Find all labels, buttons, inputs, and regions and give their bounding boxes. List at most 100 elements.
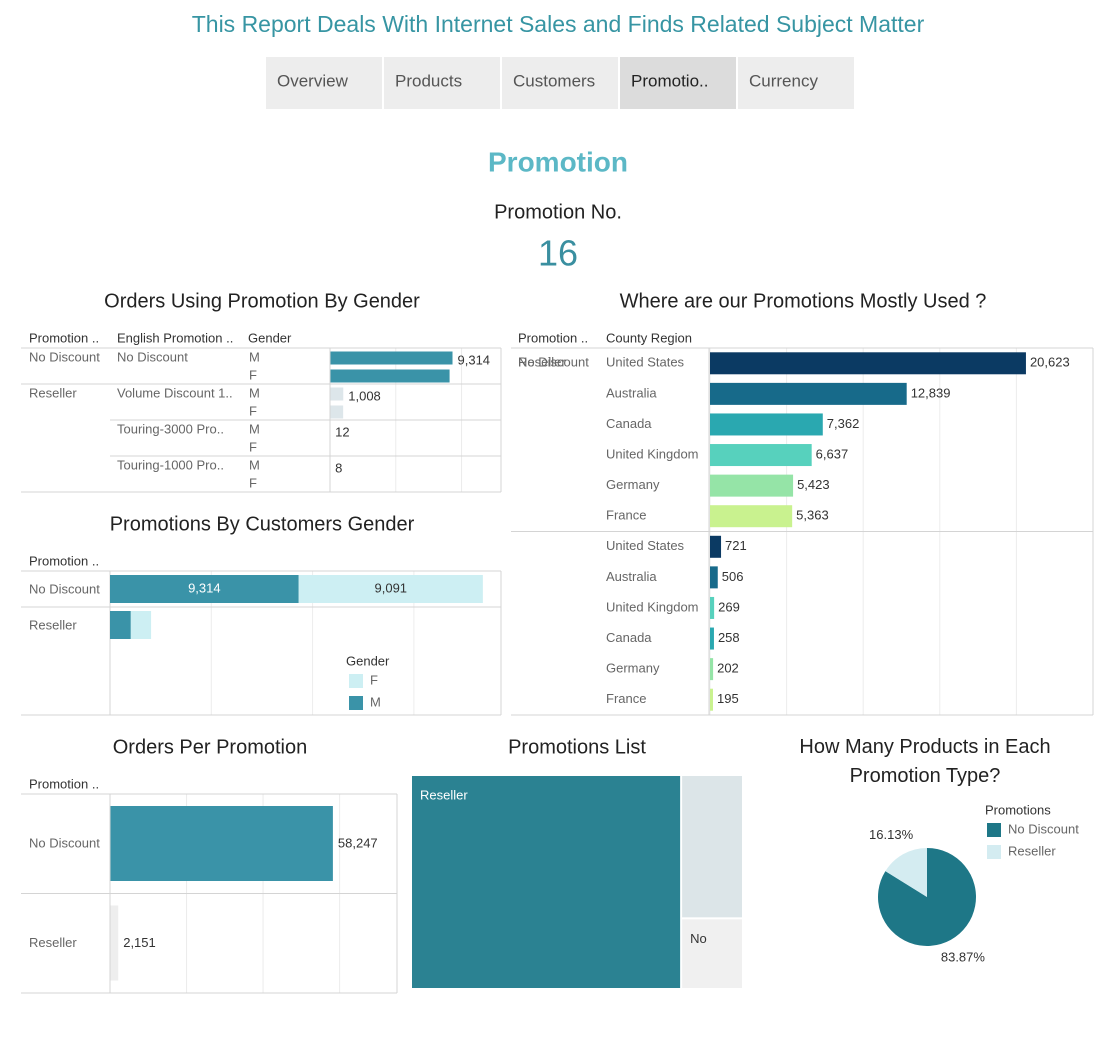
row-header: Volume Discount 1..: [117, 385, 233, 400]
value-label: 269: [718, 599, 740, 614]
row-header: Reseller: [29, 385, 77, 400]
treemap-cell: [682, 919, 742, 988]
bar: [710, 382, 907, 405]
row-header: United States: [606, 538, 685, 553]
bar: [710, 444, 812, 467]
row-header: Reseller: [518, 355, 566, 370]
bar: [710, 566, 718, 589]
column-header: County Region: [606, 330, 692, 345]
kpi-label: Promotion No.: [494, 201, 622, 223]
legend-label: F: [370, 672, 378, 687]
row-header: No Discount: [29, 349, 100, 364]
value-label: 195: [717, 691, 739, 706]
tab-label[interactable]: Currency: [749, 71, 818, 90]
gender-label: M: [249, 421, 260, 436]
value-label: 12: [335, 424, 349, 439]
tab[interactable]: [738, 57, 854, 109]
legend-swatch: [349, 674, 363, 688]
column-header: Gender: [248, 330, 292, 345]
chart-title: Promotions By Customers Gender: [110, 513, 415, 535]
gender-label: F: [249, 439, 257, 454]
chart-title: Orders Per Promotion: [113, 736, 308, 758]
row-header: United Kingdom: [606, 599, 699, 614]
value-label: 7,362: [827, 416, 860, 431]
bar: [110, 806, 333, 881]
chart-title: Where are our Promotions Mostly Used ?: [620, 290, 987, 312]
legend-title: Gender: [346, 653, 390, 668]
tab[interactable]: [384, 57, 500, 109]
bar-segment: [298, 575, 483, 603]
value-label: 20,623: [1030, 355, 1070, 370]
tab[interactable]: [266, 57, 382, 109]
bar-segment: [130, 611, 152, 639]
legend-swatch: [349, 696, 363, 710]
legend-swatch: [987, 845, 1001, 859]
row-header: Reseller: [29, 935, 77, 950]
bar: [330, 351, 453, 365]
value-label: 12,839: [911, 385, 951, 400]
value-label: 58,247: [338, 835, 378, 850]
cell-label: Reseller: [420, 787, 468, 802]
tab-label[interactable]: Products: [395, 71, 462, 90]
value-label: 1,008: [348, 388, 381, 403]
row-header: Germany: [606, 661, 660, 676]
legend-swatch: [987, 823, 1001, 837]
value-label: 5,363: [796, 508, 829, 523]
row-header: No Discount: [518, 355, 589, 370]
gender-label: F: [249, 403, 257, 418]
legend-label: M: [370, 694, 381, 709]
bar: [710, 658, 714, 681]
value-label: 9,091: [375, 580, 408, 595]
row-header: Australia: [606, 569, 657, 584]
gender-label: F: [249, 475, 257, 490]
tab[interactable]: [502, 57, 618, 109]
row-header: No Discount: [117, 349, 188, 364]
bar: [710, 596, 715, 619]
pie-slice: [885, 848, 927, 897]
chart-title: How Many Products in Each Promotion Type…: [799, 736, 1051, 787]
row-header: No Discount: [29, 581, 100, 596]
legend-title: Promotions: [985, 802, 1051, 817]
cell-label: No: [690, 931, 707, 946]
row-header: Touring-1000 Pro..: [117, 457, 224, 472]
row-header: France: [606, 508, 646, 523]
legend-label: Reseller: [1008, 843, 1056, 858]
value-label: 9,314: [458, 352, 491, 367]
bar: [330, 369, 450, 383]
tab-label[interactable]: Promotio..: [631, 71, 708, 90]
tab-label[interactable]: Customers: [513, 71, 595, 90]
section-title: Promotion: [488, 146, 628, 177]
tab-label[interactable]: Overview: [277, 71, 349, 90]
bar: [330, 387, 344, 401]
value-label: 202: [717, 661, 739, 676]
kpi-value: 16: [538, 233, 578, 274]
bar: [710, 352, 1026, 375]
gender-label: M: [249, 457, 260, 472]
bar: [710, 474, 794, 497]
value-label: 2,151: [123, 935, 156, 950]
row-header: Canada: [606, 630, 652, 645]
value-label: 9,314: [188, 580, 221, 595]
bar-segment: [110, 575, 299, 603]
pie-slice: [878, 848, 977, 946]
value-label: 258: [718, 630, 740, 645]
row-header: France: [606, 691, 646, 706]
bar: [710, 535, 722, 558]
row-header: United Kingdom: [606, 446, 699, 461]
column-header: English Promotion ..: [117, 330, 233, 345]
tab[interactable]: [620, 57, 736, 109]
column-header: Promotion ..: [29, 553, 99, 568]
report-title: This Report Deals With Internet Sales an…: [192, 11, 925, 37]
bar: [710, 505, 793, 528]
bar: [710, 627, 714, 650]
gender-label: F: [249, 367, 257, 382]
value-label: 16.13%: [869, 827, 914, 842]
value-label: 5,423: [797, 477, 830, 492]
column-header: Promotion ..: [518, 330, 588, 345]
chart-title: Orders Using Promotion By Gender: [104, 290, 420, 312]
bar: [710, 413, 823, 436]
row-header: Canada: [606, 416, 652, 431]
value-label: 83.87%: [941, 950, 986, 965]
row-header: Reseller: [29, 617, 77, 632]
